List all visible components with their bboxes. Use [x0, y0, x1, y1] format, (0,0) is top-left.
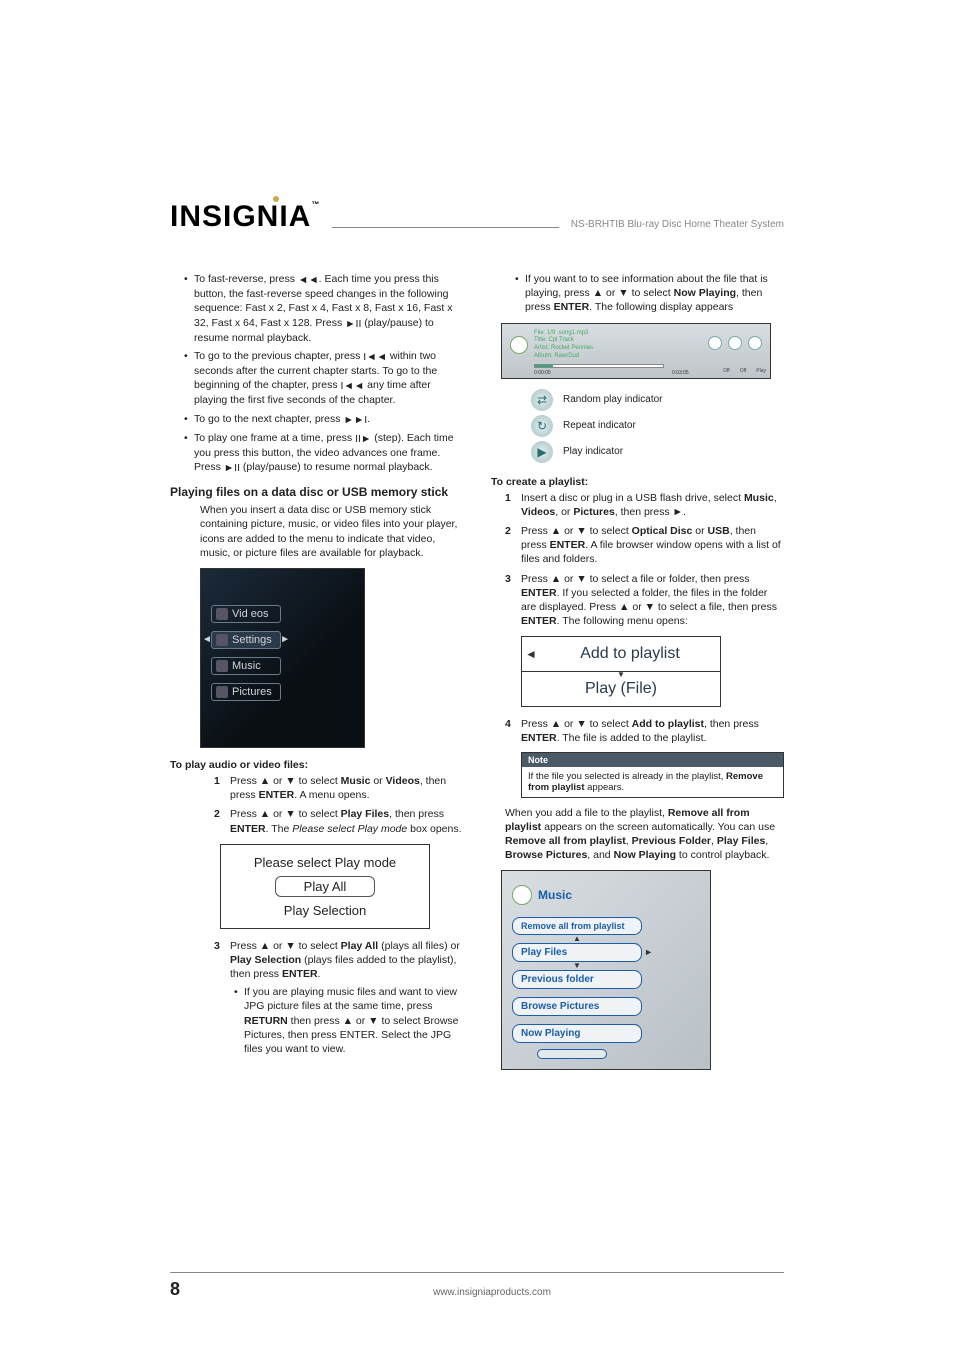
- repeat-icon: [728, 336, 742, 350]
- bullet-fast-reverse: To fast-reverse, press ◄◄. Each time you…: [184, 272, 463, 345]
- note-box: Note If the file you selected is already…: [521, 752, 784, 798]
- bullet-next-chapter: To go to the next chapter, press ►►I.: [184, 412, 463, 427]
- page-footer: 8 www.insigniaproducts.com: [170, 1272, 784, 1300]
- steps-create-playlist: 1 Insert a disc or plug in a USB flash d…: [491, 491, 784, 629]
- product-name: NS-BRHTIB Blu-ray Disc Home Theater Syst…: [571, 219, 784, 230]
- note-body: If the file you selected is already in t…: [522, 767, 783, 797]
- steps-create-playlist-2: 4 Press ▲ or ▼ to select Add to playlist…: [491, 717, 784, 745]
- brand-logo: INSIGNIA™: [170, 200, 320, 234]
- playlist-explain: When you add a file to the playlist, Rem…: [505, 806, 784, 863]
- play-icon: [748, 336, 762, 350]
- bullet-prev-chapter: To go to the previous chapter, press I◄◄…: [184, 349, 463, 408]
- playmode-selection: Play Selection: [221, 903, 429, 918]
- subhead-play-files: To play audio or video files:: [170, 758, 463, 772]
- bullet-frame-step: To play one frame at a time, press II► (…: [184, 431, 463, 476]
- prev-track-icon: I◄◄: [341, 379, 365, 393]
- cp-step-1: 1 Insert a disc or plug in a USB flash d…: [505, 491, 784, 519]
- page-number: 8: [170, 1279, 180, 1300]
- left-arrow-icon: ◄: [522, 647, 540, 661]
- scroll-indicator: [537, 1049, 607, 1059]
- repeat-icon: ↻: [531, 415, 553, 437]
- playmode-all: Play All: [275, 876, 375, 897]
- play-pause-icon: ►II: [224, 461, 240, 475]
- prev-track-icon: I◄◄: [363, 350, 387, 364]
- step-3: 3 Press ▲ or ▼ to select Play All (plays…: [214, 939, 463, 1056]
- nowplaying-meta: File: 1/9 .song1.mp3Title: Cpl Track Art…: [534, 330, 593, 361]
- nowplaying-buttons: [708, 336, 762, 350]
- pill-play-files: Play Files: [512, 943, 642, 962]
- cp-step-4: 4 Press ▲ or ▼ to select Add to playlist…: [505, 717, 784, 745]
- time-total: 0:03:05: [672, 370, 689, 376]
- footer-url: www.insigniaproducts.com: [200, 1287, 784, 1298]
- button-labels: OffOffPlay: [723, 368, 766, 374]
- menu-music: Music: [211, 657, 281, 675]
- cp-step-2: 2 Press ▲ or ▼ to select Optical Disc or…: [505, 524, 784, 567]
- legend-repeat: ↻Repeat indicator: [531, 415, 784, 437]
- pill-remove-all: Remove all from playlist: [512, 917, 642, 935]
- right-column: If you want to to see information about …: [491, 270, 784, 1080]
- rewind-icon: ◄◄: [298, 273, 319, 287]
- subhead-create-playlist: To create a playlist:: [491, 475, 784, 489]
- settings-icon: [216, 634, 228, 646]
- steps-play-files: 1 Press ▲ or ▼ to select Music or Videos…: [200, 774, 463, 836]
- music-menu-title: Music: [512, 885, 700, 905]
- section-intro: When you insert a data disc or USB memor…: [200, 503, 463, 560]
- time-elapsed: 0:00:05: [534, 370, 551, 376]
- legend-play: ▶Play indicator: [531, 441, 784, 463]
- figure-now-playing: File: 1/9 .song1.mp3Title: Cpl Track Art…: [501, 323, 771, 379]
- menu-pictures: Pictures: [211, 683, 281, 701]
- playmode-title: Please select Play mode: [221, 855, 429, 870]
- add-to-playlist-option: Add to playlist: [540, 637, 720, 671]
- figure-home-menu: Vid eos Settings Music Pictures: [200, 568, 365, 748]
- pictures-icon: [216, 686, 228, 698]
- next-track-icon: ►►I: [343, 413, 367, 427]
- play-icon: ▶: [531, 441, 553, 463]
- figure-play-mode: Please select Play mode Play All Play Se…: [220, 844, 430, 929]
- legend-random: ⇄Random play indicator: [531, 389, 784, 411]
- info-bullet: If you want to to see information about …: [491, 272, 784, 315]
- steps-play-files-cont: 3 Press ▲ or ▼ to select Play All (plays…: [200, 939, 463, 1056]
- bullet-now-playing: If you want to to see information about …: [515, 272, 784, 315]
- cp-step-3: 3 Press ▲ or ▼ to select a file or folde…: [505, 572, 784, 629]
- nowplaying-album-icon: [510, 336, 528, 354]
- note-heading: Note: [522, 753, 783, 767]
- step-3-sub: If you are playing music files and want …: [234, 985, 463, 1056]
- step-1: 1 Press ▲ or ▼ to select Music or Videos…: [214, 774, 463, 802]
- left-column: To fast-reverse, press ◄◄. Each time you…: [170, 270, 463, 1080]
- indicator-legend: ⇄Random play indicator ↻Repeat indicator…: [531, 389, 784, 463]
- play-file-option: Play (File): [522, 672, 720, 706]
- header-rule: [332, 227, 558, 228]
- figure-music-menu: Music Remove all from playlist Play File…: [501, 870, 711, 1070]
- step-2: 2 Press ▲ or ▼ to select Play Files, the…: [214, 807, 463, 835]
- music-icon: [216, 660, 228, 672]
- menu-videos: Vid eos: [211, 605, 281, 623]
- playback-bullets: To fast-reverse, press ◄◄. Each time you…: [170, 272, 463, 475]
- pill-browse-pictures: Browse Pictures: [512, 997, 642, 1016]
- page-header: INSIGNIA™ NS-BRHTIB Blu-ray Disc Home Th…: [170, 200, 784, 234]
- step-icon: II►: [355, 432, 371, 446]
- play-pause-icon: ►II: [345, 317, 361, 331]
- music-icon: [512, 885, 532, 905]
- section-heading: Playing files on a data disc or USB memo…: [170, 485, 463, 499]
- random-icon: [708, 336, 722, 350]
- videos-icon: [216, 608, 228, 620]
- figure-add-playlist: ◄ Add to playlist Play (File): [521, 636, 721, 707]
- pill-previous-folder: Previous folder: [512, 970, 642, 989]
- progress-bar: [534, 364, 664, 368]
- random-icon: ⇄: [531, 389, 553, 411]
- pill-now-playing: Now Playing: [512, 1024, 642, 1043]
- menu-settings: Settings: [211, 631, 281, 649]
